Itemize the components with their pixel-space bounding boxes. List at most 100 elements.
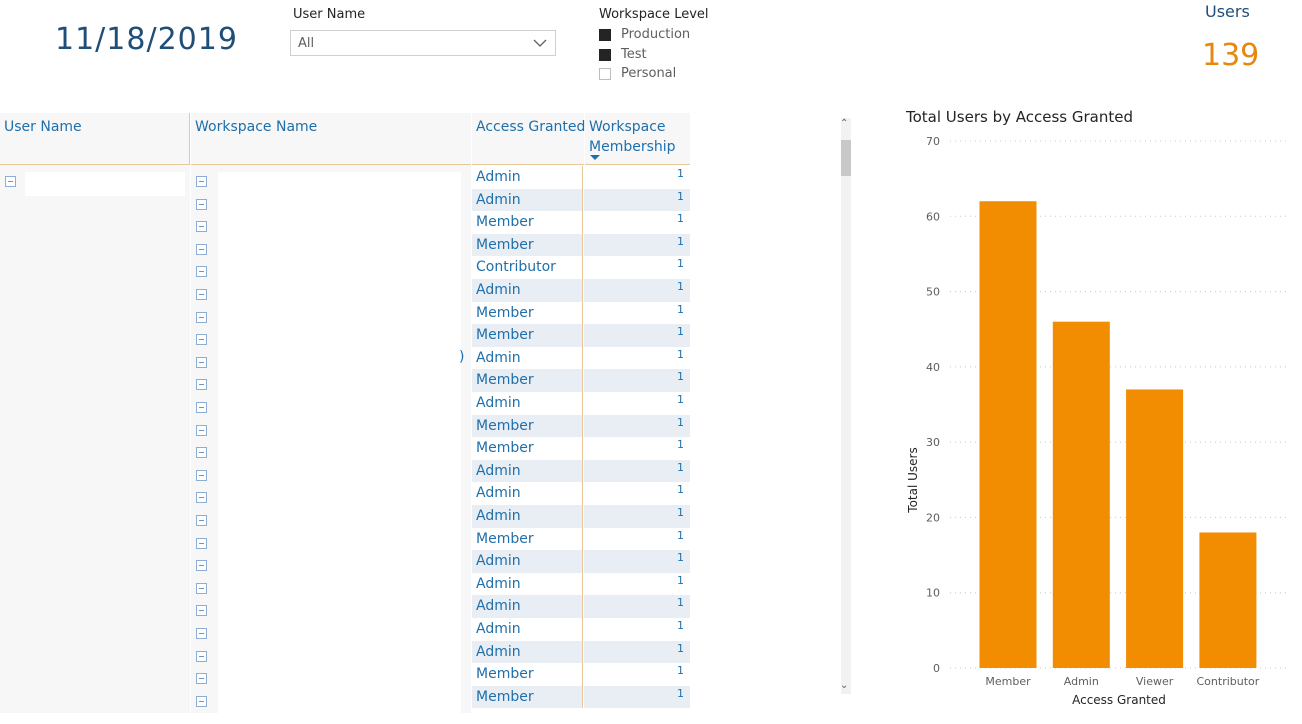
workspace-membership-value: 1 (677, 641, 684, 655)
table-row[interactable]: Member 1 (472, 663, 690, 686)
access-granted-value: Admin (476, 485, 521, 502)
collapse-icon[interactable] (196, 424, 207, 436)
checkbox-unchecked-icon[interactable] (599, 68, 611, 80)
bar-viewer[interactable] (1126, 389, 1184, 668)
access-granted-value: Member (476, 214, 534, 231)
table-row[interactable]: Admin 1 (472, 482, 690, 505)
collapse-icon[interactable] (196, 289, 207, 300)
table-row[interactable]: Member 1 (472, 414, 690, 438)
scroll-up-icon[interactable]: ⌃ (840, 118, 849, 129)
table-row[interactable]: Member 1 (472, 301, 690, 325)
access-granted-cell: Admin (472, 166, 583, 189)
collapse-icon[interactable] (196, 221, 207, 233)
workspace-membership-cell: 1 (584, 324, 690, 347)
workspace-membership-value: 1 (677, 483, 684, 497)
collapse-icon[interactable] (196, 266, 207, 278)
workspace-membership-cell: 1 (584, 369, 690, 392)
scroll-down-icon[interactable]: ⌄ (840, 680, 849, 691)
checkbox-checked-icon[interactable] (599, 49, 611, 61)
collapse-icon[interactable] (196, 198, 207, 210)
collapse-icon[interactable] (196, 447, 207, 459)
bar-admin[interactable] (1052, 321, 1110, 668)
access-granted-value: Member (476, 666, 534, 683)
table-row[interactable]: Contributor 1 (472, 256, 690, 279)
table-row[interactable]: Admin 1 (472, 640, 690, 664)
option-label: Test (621, 47, 647, 62)
checkbox-checked-icon[interactable] (599, 29, 611, 41)
access-granted-value: Admin (476, 621, 521, 637)
collapse-icon[interactable] (196, 537, 207, 549)
collapse-icon[interactable] (196, 515, 207, 526)
table-row[interactable]: Member 1 (472, 527, 690, 551)
table-row[interactable]: Admin 1 (472, 505, 690, 528)
access-granted-value: Member (476, 440, 534, 457)
collapse-icon[interactable] (196, 402, 207, 413)
collapse-icon[interactable] (196, 379, 207, 391)
table-row[interactable]: Admin 1 (472, 166, 690, 189)
y-tick-label: 20 (926, 511, 940, 524)
collapse-icon[interactable] (5, 176, 16, 187)
collapse-icon[interactable] (196, 243, 207, 255)
table-row[interactable]: Member 1 (472, 437, 690, 460)
table-row[interactable]: Member 1 (472, 211, 690, 234)
table-row[interactable]: Member 1 (472, 685, 690, 709)
table-row[interactable]: Admin 1 (472, 279, 690, 302)
workspace-membership-cell: 1 (584, 211, 690, 234)
collapse-icon[interactable] (196, 695, 207, 707)
table-row[interactable]: Admin 1 (472, 188, 690, 212)
table-row[interactable]: Admin 1 (472, 459, 690, 483)
collapse-icon[interactable] (196, 560, 207, 572)
collapse-icon[interactable] (196, 650, 207, 662)
table-row[interactable]: Admin 1 (472, 595, 690, 618)
workspace-membership-value: 1 (677, 189, 684, 203)
workspace-membership-cell: 1 (584, 256, 690, 279)
bar-contributor[interactable] (1199, 532, 1257, 668)
access-granted-value: Admin (476, 282, 521, 298)
header-workspace-name[interactable]: Workspace Name (191, 113, 471, 165)
collapse-icon[interactable] (196, 605, 207, 617)
collapse-icon[interactable] (196, 628, 207, 639)
y-tick-label: 70 (926, 135, 940, 148)
matrix-scrollbar[interactable] (841, 118, 851, 694)
table-row[interactable]: Admin 1 (472, 392, 690, 415)
collapse-icon[interactable] (196, 492, 207, 504)
y-tick-label: 0 (933, 662, 940, 675)
table-row[interactable]: Admin 1 (472, 572, 690, 596)
access-granted-cell: Admin (472, 550, 583, 573)
access-granted-cell: Admin (472, 572, 583, 596)
table-row[interactable]: Member 1 (472, 233, 690, 257)
collapse-icon[interactable] (196, 469, 207, 481)
workspace-membership-cell: 1 (584, 618, 690, 641)
access-granted-value: Admin (476, 508, 521, 524)
access-granted-cell: Admin (472, 595, 583, 618)
table-row[interactable]: Admin 1 (472, 550, 690, 573)
collapse-icon[interactable] (196, 176, 207, 187)
option-label: Personal (621, 66, 677, 81)
header-label: Workspace Membership (589, 119, 676, 155)
header-access-granted[interactable]: Access Granted (472, 113, 585, 165)
table-row[interactable]: Admin 1 (472, 346, 690, 370)
x-tick-label: Viewer (1136, 675, 1174, 688)
x-tick-label: Admin (1064, 675, 1099, 688)
access-granted-cell: Admin (472, 188, 583, 212)
users-card-label: Users (1205, 2, 1250, 21)
header-label: User Name (4, 119, 82, 135)
scrollbar-thumb[interactable] (841, 140, 851, 176)
workspace-membership-cell: 1 (584, 640, 690, 664)
collapse-icon[interactable] (196, 311, 207, 323)
workspace-membership-cell: 1 (584, 573, 690, 596)
collapse-icon[interactable] (196, 334, 207, 346)
bar-member[interactable] (979, 201, 1037, 668)
collapse-icon[interactable] (196, 673, 207, 685)
access-granted-cell: Member (472, 663, 583, 686)
collapse-icon[interactable] (196, 582, 207, 594)
table-row[interactable]: Admin 1 (472, 618, 690, 641)
table-row[interactable]: Member 1 (472, 369, 690, 392)
header-workspace-membership[interactable]: Workspace Membership (585, 113, 690, 165)
user-name-dropdown[interactable]: All (290, 30, 556, 56)
table-row[interactable]: Member 1 (472, 324, 690, 347)
workspace-membership-cell: 1 (584, 302, 690, 325)
collapse-icon[interactable] (196, 356, 207, 368)
workspace-membership-value: 1 (677, 528, 684, 542)
header-user-name[interactable]: User Name (0, 113, 190, 165)
